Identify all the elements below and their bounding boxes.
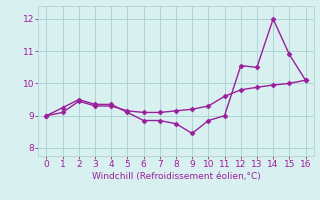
- X-axis label: Windchill (Refroidissement éolien,°C): Windchill (Refroidissement éolien,°C): [92, 172, 260, 181]
